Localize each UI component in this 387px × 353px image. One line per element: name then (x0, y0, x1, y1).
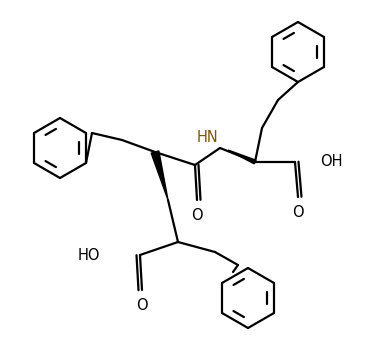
Text: HO: HO (77, 247, 100, 263)
Text: HN: HN (196, 130, 218, 145)
Text: O: O (136, 298, 148, 313)
Polygon shape (151, 151, 168, 200)
Text: O: O (292, 205, 304, 220)
Text: OH: OH (320, 155, 342, 169)
Text: O: O (191, 208, 203, 223)
Polygon shape (228, 150, 256, 164)
